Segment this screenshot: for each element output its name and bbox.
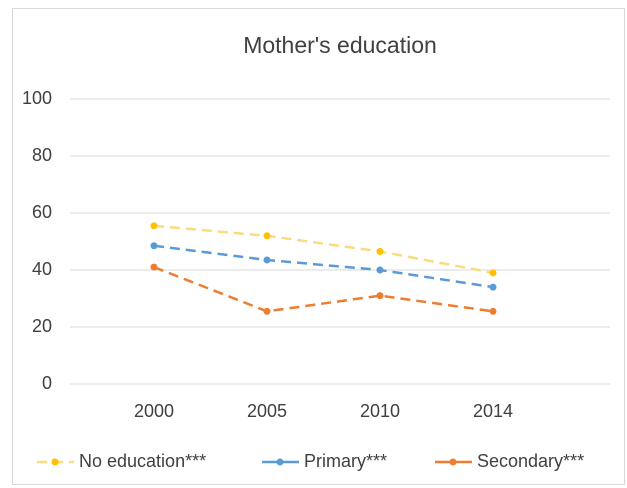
legend-label: Secondary***: [477, 451, 584, 471]
y-tick-label: 100: [22, 88, 52, 108]
y-tick-label: 20: [32, 316, 52, 336]
point: [263, 307, 271, 315]
point: [263, 256, 271, 264]
legend-marker: [51, 458, 59, 466]
point: [150, 263, 158, 271]
series-line: [153, 224, 494, 275]
x-tick-label: 2000: [134, 401, 174, 421]
y-tick-label: 60: [32, 202, 52, 222]
series-line: [153, 265, 494, 313]
y-tick-label: 80: [32, 145, 52, 165]
x-tick-label: 2010: [360, 401, 400, 421]
y-tick-label: 40: [32, 259, 52, 279]
chart-title: Mother's education: [243, 32, 437, 58]
y-tick-label: 0: [42, 373, 52, 393]
point: [489, 307, 497, 315]
x-tick-label: 2005: [247, 401, 287, 421]
point: [376, 292, 384, 300]
series-line: [153, 244, 494, 289]
point: [263, 232, 271, 240]
legend-label: Primary***: [304, 451, 387, 471]
point: [376, 247, 384, 255]
legend-marker: [449, 458, 457, 466]
point: [376, 266, 384, 274]
point: [150, 222, 158, 230]
point: [489, 283, 497, 291]
point: [489, 269, 497, 277]
chart-frame: [12, 8, 625, 485]
legend-label: No education***: [79, 451, 206, 471]
x-tick-label: 2014: [473, 401, 513, 421]
legend-marker: [276, 458, 284, 466]
point: [150, 242, 158, 250]
